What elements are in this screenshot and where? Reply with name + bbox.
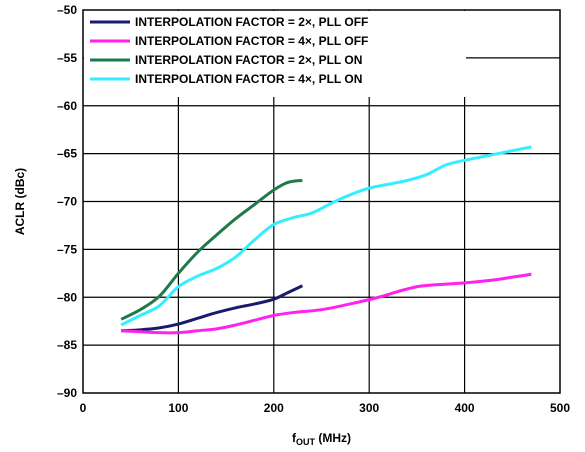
y-tick-label: –60 [57, 99, 77, 113]
x-tick-label: 200 [264, 401, 284, 415]
y-tick-label: –50 [57, 3, 77, 17]
x-tick-labels: 0 100 200 300 400 500 [80, 401, 571, 415]
x-axis-label-units: (MHz) [315, 431, 351, 445]
y-tick-labels: –90 –85 –80 –75 –70 –65 –60 –55 –50 [57, 3, 77, 400]
y-tick-label: –80 [57, 290, 77, 304]
x-tick-label: 400 [455, 401, 475, 415]
x-tick-label: 100 [168, 401, 188, 415]
y-tick-label: –55 [57, 51, 77, 65]
x-tick-label: 500 [550, 401, 570, 415]
legend-label-2: INTERPOLATION FACTOR = 4×, PLL OFF [135, 34, 368, 48]
x-axis-label: fOUT (MHz) [292, 431, 351, 447]
y-axis-label: ACLR (dBc) [13, 168, 27, 235]
legend-label-1: INTERPOLATION FACTOR = 2×, PLL OFF [135, 15, 368, 29]
y-tick-label: –75 [57, 242, 77, 256]
y-tick-label: –70 [57, 195, 77, 209]
series-line-1 [121, 284, 304, 333]
y-tick-label: –65 [57, 147, 77, 161]
x-axis-label-subscript: OUT [296, 437, 316, 447]
series-line-2 [121, 272, 532, 335]
x-tick-label: 300 [359, 401, 379, 415]
y-tick-label: –90 [57, 386, 77, 400]
y-tick-label: –85 [57, 338, 77, 352]
legend: INTERPOLATION FACTOR = 2×, PLL OFF INTERP… [84, 11, 466, 97]
x-axis-label-main: f [292, 431, 297, 445]
series-line-3 [120, 178, 303, 321]
legend-background [84, 11, 466, 97]
legend-label-3: INTERPOLATION FACTOR = 2×, PLL ON [135, 53, 362, 67]
legend-label-4: INTERPOLATION FACTOR = 4×, PLL ON [135, 72, 362, 86]
plot-frame [82, 9, 561, 394]
x-tick-label: 0 [80, 401, 87, 415]
series-line-4 [120, 145, 532, 327]
series-lines [120, 145, 532, 335]
